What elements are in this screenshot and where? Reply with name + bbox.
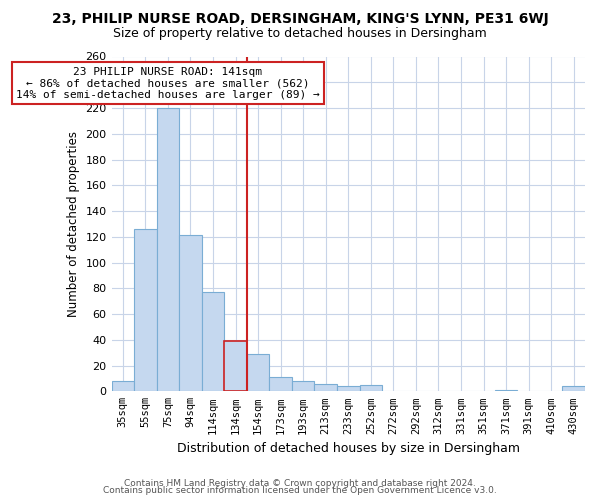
Bar bbox=[134, 229, 157, 392]
Bar bbox=[269, 377, 292, 392]
Bar bbox=[224, 341, 247, 392]
Bar bbox=[179, 236, 202, 392]
Text: 23 PHILIP NURSE ROAD: 141sqm
← 86% of detached houses are smaller (562)
14% of s: 23 PHILIP NURSE ROAD: 141sqm ← 86% of de… bbox=[16, 67, 320, 100]
Bar bbox=[292, 381, 314, 392]
Bar bbox=[157, 108, 179, 392]
Bar bbox=[112, 381, 134, 392]
Text: Size of property relative to detached houses in Dersingham: Size of property relative to detached ho… bbox=[113, 28, 487, 40]
X-axis label: Distribution of detached houses by size in Dersingham: Distribution of detached houses by size … bbox=[177, 442, 520, 455]
Text: 23, PHILIP NURSE ROAD, DERSINGHAM, KING'S LYNN, PE31 6WJ: 23, PHILIP NURSE ROAD, DERSINGHAM, KING'… bbox=[52, 12, 548, 26]
Bar bbox=[359, 385, 382, 392]
Bar bbox=[495, 390, 517, 392]
Bar bbox=[337, 386, 359, 392]
Text: Contains HM Land Registry data © Crown copyright and database right 2024.: Contains HM Land Registry data © Crown c… bbox=[124, 478, 476, 488]
Bar bbox=[202, 292, 224, 392]
Y-axis label: Number of detached properties: Number of detached properties bbox=[67, 131, 80, 317]
Text: Contains public sector information licensed under the Open Government Licence v3: Contains public sector information licen… bbox=[103, 486, 497, 495]
Bar bbox=[562, 386, 585, 392]
Bar bbox=[247, 354, 269, 392]
Bar bbox=[314, 384, 337, 392]
